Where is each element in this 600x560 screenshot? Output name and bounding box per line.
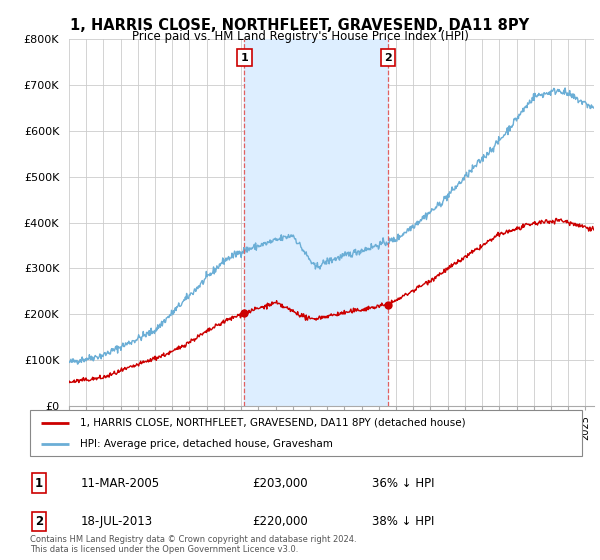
- FancyBboxPatch shape: [30, 410, 582, 456]
- Text: 2: 2: [35, 515, 43, 528]
- Text: 2: 2: [384, 53, 392, 63]
- Text: £220,000: £220,000: [252, 515, 308, 528]
- Text: 1: 1: [241, 53, 248, 63]
- Text: Price paid vs. HM Land Registry's House Price Index (HPI): Price paid vs. HM Land Registry's House …: [131, 30, 469, 43]
- Text: 11-MAR-2005: 11-MAR-2005: [81, 477, 160, 490]
- Text: 18-JUL-2013: 18-JUL-2013: [81, 515, 153, 528]
- Text: 1: 1: [35, 477, 43, 490]
- Text: 1, HARRIS CLOSE, NORTHFLEET, GRAVESEND, DA11 8PY: 1, HARRIS CLOSE, NORTHFLEET, GRAVESEND, …: [70, 18, 530, 33]
- Text: HPI: Average price, detached house, Gravesham: HPI: Average price, detached house, Grav…: [80, 439, 332, 449]
- Text: £203,000: £203,000: [252, 477, 308, 490]
- Text: 1, HARRIS CLOSE, NORTHFLEET, GRAVESEND, DA11 8PY (detached house): 1, HARRIS CLOSE, NORTHFLEET, GRAVESEND, …: [80, 418, 466, 428]
- Bar: [244, 39, 388, 406]
- Text: 38% ↓ HPI: 38% ↓ HPI: [372, 515, 434, 528]
- Text: 36% ↓ HPI: 36% ↓ HPI: [372, 477, 434, 490]
- Text: Contains HM Land Registry data © Crown copyright and database right 2024.
This d: Contains HM Land Registry data © Crown c…: [30, 535, 356, 554]
